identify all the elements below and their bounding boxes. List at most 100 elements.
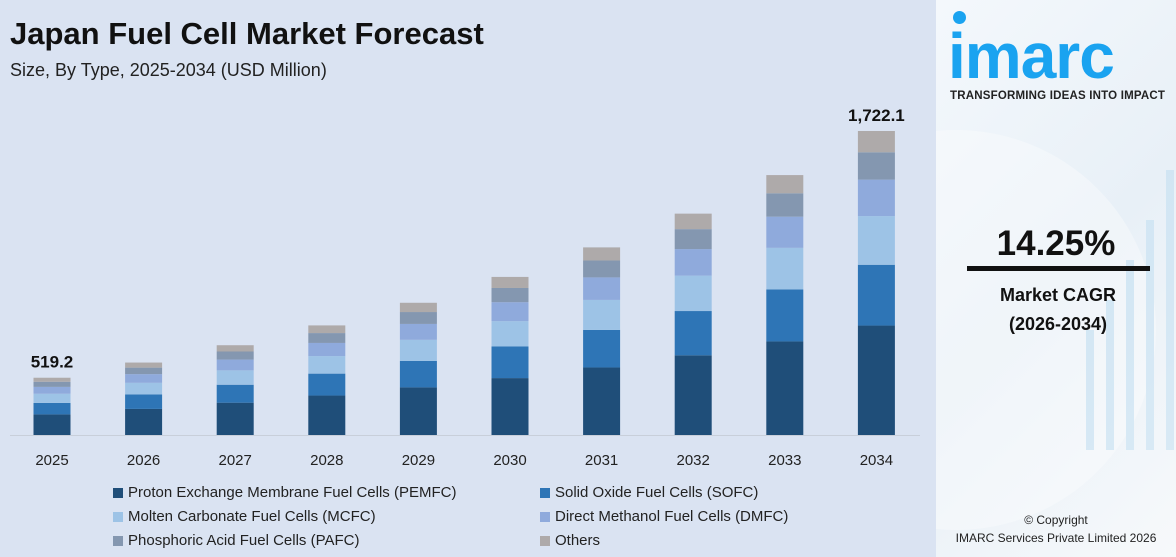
bar-segment-2030-5 — [491, 276, 529, 288]
bar-segment-2025-5 — [33, 377, 71, 382]
bar-segment-2026-4 — [125, 367, 163, 375]
bar-segment-2029-2 — [399, 339, 437, 361]
bar-segment-2033-0 — [766, 341, 804, 435]
imarc-logo: imarc — [948, 20, 1115, 92]
x-tick-label: 2030 — [493, 452, 526, 469]
x-tick-label: 2026 — [127, 452, 160, 469]
bar-segment-2025-0 — [33, 414, 71, 435]
x-tick-label: 2033 — [768, 452, 801, 469]
bar-segment-2030-4 — [491, 287, 529, 303]
x-tick-label: 2025 — [35, 452, 68, 469]
page-title: Japan Fuel Cell Market Forecast — [10, 16, 484, 51]
legend-item-dmfc: Direct Methanol Fuel Cells (DMFC) — [540, 508, 788, 526]
bar-segment-2026-1 — [125, 394, 163, 409]
bar-segment-2034-4 — [857, 152, 895, 180]
legend-item-pafc: Phosphoric Acid Fuel Cells (PAFC) — [113, 532, 359, 550]
bar-segment-2028-2 — [308, 356, 346, 374]
legend-swatch — [540, 536, 550, 546]
x-tick-label: 2028 — [310, 452, 343, 469]
bar-segment-2031-0 — [583, 367, 621, 435]
bar-segment-2029-0 — [399, 387, 437, 435]
bar-segment-2033-5 — [766, 175, 804, 194]
bar-segment-2027-1 — [216, 384, 254, 403]
legend-item-mcfc: Molten Carbonate Fuel Cells (MCFC) — [113, 508, 376, 526]
page-subtitle: Size, By Type, 2025-2034 (USD Million) — [10, 60, 327, 80]
legend-item-others: Others — [540, 532, 600, 550]
legend-label: Molten Carbonate Fuel Cells (MCFC) — [128, 508, 376, 525]
bar-segment-2031-5 — [583, 247, 621, 261]
x-tick-label: 2031 — [585, 452, 618, 469]
bar-segment-2032-5 — [674, 213, 712, 230]
cagr-value: 14.25% — [996, 224, 1116, 263]
bar-segment-2028-1 — [308, 373, 346, 396]
legend-label: Proton Exchange Membrane Fuel Cells (PEM… — [128, 484, 457, 501]
bar-segment-2029-1 — [399, 360, 437, 388]
bar-segment-2029-4 — [399, 312, 437, 324]
copyright: © Copyright — [1024, 513, 1088, 527]
legend-item-sofc: Solid Oxide Fuel Cells (SOFC) — [540, 484, 758, 502]
bar-segment-2031-1 — [583, 329, 621, 368]
legend-label: Direct Methanol Fuel Cells (DMFC) — [555, 508, 789, 525]
bar-segment-2026-0 — [125, 408, 163, 435]
bar-segment-2032-0 — [674, 355, 712, 435]
bar-segment-2034-0 — [857, 325, 895, 435]
divider — [967, 266, 1150, 271]
bar-segment-2032-2 — [674, 275, 712, 312]
bar-segment-2026-2 — [125, 382, 163, 395]
data-label: 519.2 — [31, 353, 74, 372]
logo-dot — [953, 11, 966, 24]
bar-segment-2026-3 — [125, 374, 163, 383]
bar-segment-2025-4 — [33, 381, 71, 387]
bar-segment-2034-3 — [857, 179, 895, 217]
tagline: TRANSFORMING IDEAS INTO IMPACT — [950, 90, 1166, 102]
legend-swatch — [113, 512, 123, 522]
bar-segment-2033-2 — [766, 247, 804, 290]
x-tick-label: 2034 — [860, 452, 893, 469]
bar-segment-2027-2 — [216, 370, 254, 385]
bar-segment-2034-1 — [857, 264, 895, 326]
legend-swatch — [113, 536, 123, 546]
bar-segment-2032-1 — [674, 311, 712, 356]
bar-segment-2029-3 — [399, 323, 437, 340]
bar-segment-2027-0 — [216, 402, 254, 435]
x-tick-label: 2029 — [402, 452, 435, 469]
legend-swatch — [540, 488, 550, 498]
legend-swatch — [113, 488, 123, 498]
bar-segment-2033-1 — [766, 289, 804, 342]
bar-segment-2029-5 — [399, 302, 437, 313]
background-chart-graphic — [936, 130, 1174, 530]
bar-segment-2027-5 — [216, 345, 254, 352]
legend-label: Solid Oxide Fuel Cells (SOFC) — [555, 484, 759, 501]
bar-segment-2030-3 — [491, 302, 529, 322]
bar-segment-2030-0 — [491, 378, 529, 435]
x-tick-label: 2032 — [677, 452, 710, 469]
bar-segment-2028-3 — [308, 342, 346, 357]
bar-segment-2028-0 — [308, 395, 346, 435]
company-name: IMARC Services Private Limited 2026 — [955, 531, 1157, 545]
bar-segment-2027-3 — [216, 359, 254, 371]
bar-segment-2033-4 — [766, 193, 804, 217]
legend-swatch — [540, 512, 550, 522]
bar-segment-2032-3 — [674, 249, 712, 276]
bar-segment-2025-2 — [33, 393, 71, 403]
bar-segment-2028-5 — [308, 325, 346, 334]
cagr-label: Market CAGR — [999, 285, 1117, 305]
legend-label: Phosphoric Acid Fuel Cells (PAFC) — [128, 532, 360, 549]
bar-segment-2031-2 — [583, 299, 621, 330]
bar-segment-2025-3 — [33, 386, 71, 394]
legend-item-pemfc: Proton Exchange Membrane Fuel Cells (PEM… — [113, 484, 456, 502]
bar-segment-2033-3 — [766, 216, 804, 248]
bar-segment-2025-1 — [33, 402, 71, 415]
bar-segment-2027-4 — [216, 351, 254, 360]
bar-segment-2031-4 — [583, 260, 621, 278]
bar-segment-2034-5 — [857, 131, 895, 153]
side-panel: imarc TRANSFORMING IDEAS INTO IMPACT 14.… — [936, 0, 1176, 557]
cagr-period: (2026-2034) — [1008, 314, 1108, 334]
x-tick-label: 2027 — [219, 452, 252, 469]
bar-segment-2030-1 — [491, 346, 529, 379]
stacked-bar-chart: 2025 519.2 2026 2027 2028 2029 2030 2031 2032 203… — [10, 106, 920, 469]
bar-segment-2028-4 — [308, 333, 346, 343]
bar-segment-2031-3 — [583, 277, 621, 300]
bar-segment-2030-2 — [491, 321, 529, 347]
